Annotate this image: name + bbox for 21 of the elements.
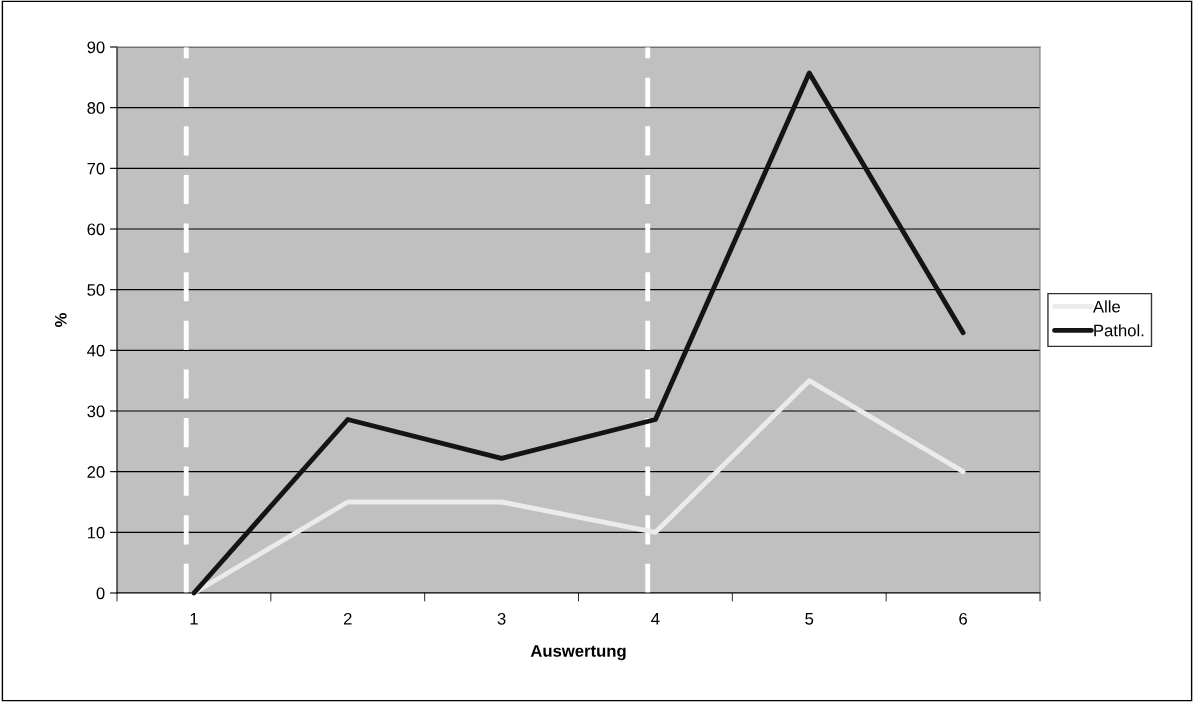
y-axis-title: % xyxy=(54,313,67,327)
x-tick-label: 6 xyxy=(959,612,967,625)
legend-label: Pathol. xyxy=(1094,324,1144,337)
line-series xyxy=(191,70,966,596)
x-tick-label: 1 xyxy=(190,613,198,625)
y-tick-label: 20 xyxy=(87,466,105,478)
y-tick-label: 60 xyxy=(87,223,105,236)
y-tick-label: 50 xyxy=(87,284,105,296)
x-tick-label: 4 xyxy=(651,613,660,625)
x-axis-title: Auswertung xyxy=(530,645,626,661)
y-tick-label: 40 xyxy=(87,344,105,357)
y-tick-label: 10 xyxy=(87,526,105,539)
x-tick-label: 2 xyxy=(343,612,352,625)
y-tick-label: 70 xyxy=(87,162,105,175)
x-tick-label: 5 xyxy=(805,613,814,625)
y-tick-label: 0 xyxy=(96,587,105,600)
x-tick-label: 3 xyxy=(497,612,506,625)
y-tick-label: 30 xyxy=(87,405,105,418)
y-tick-label: 80 xyxy=(87,102,105,114)
legend-label: Alle xyxy=(1092,300,1120,313)
y-tick-label: 90 xyxy=(87,41,105,54)
